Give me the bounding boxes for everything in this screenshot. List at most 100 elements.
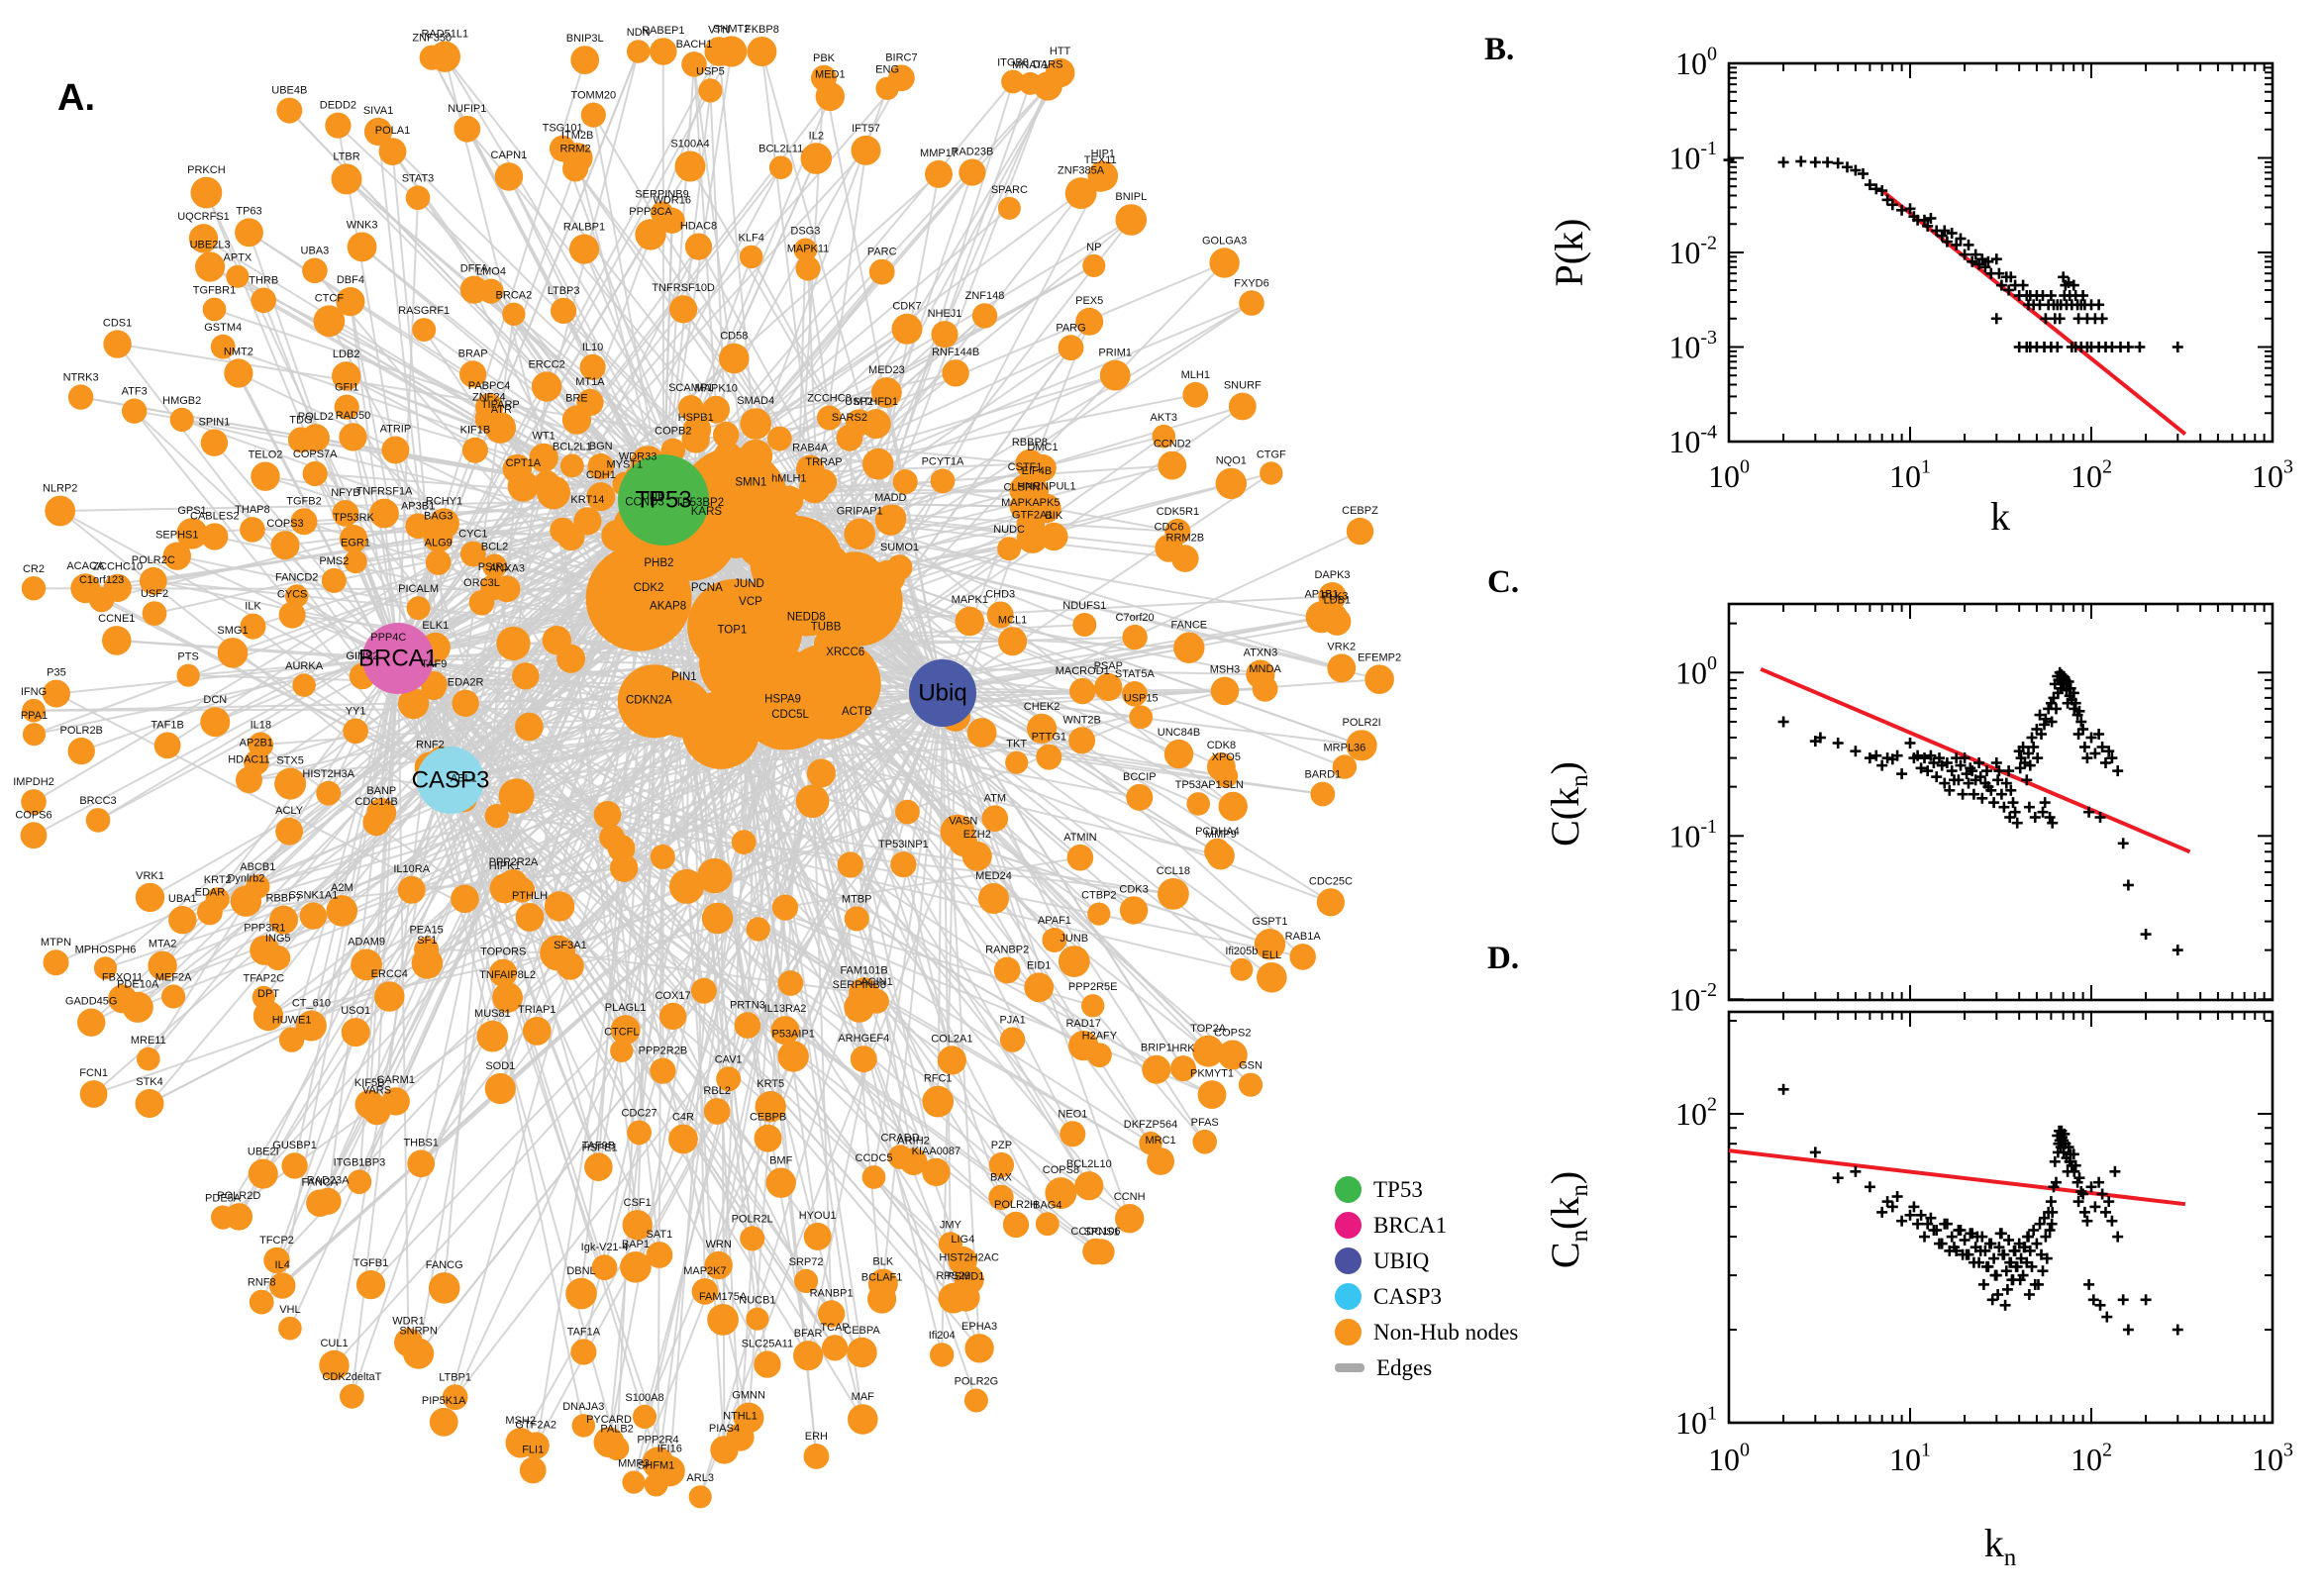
network-node bbox=[45, 495, 76, 527]
network-node bbox=[993, 956, 1021, 984]
plot-frame bbox=[1727, 61, 2274, 444]
network-node-label: MACROD1 bbox=[1056, 665, 1110, 677]
network-node bbox=[79, 1080, 108, 1108]
network-node bbox=[135, 882, 165, 913]
network-node bbox=[1214, 764, 1239, 788]
network-node bbox=[468, 589, 495, 616]
network-node-label: HMGB2 bbox=[162, 395, 201, 407]
legend-item-edges: Edges bbox=[1335, 1354, 1518, 1381]
network-node bbox=[1016, 510, 1046, 539]
network-node bbox=[795, 784, 830, 818]
network-node-label: RABEP1 bbox=[642, 25, 684, 37]
network-node bbox=[1129, 705, 1154, 730]
network-node-label: CEBPB bbox=[750, 1112, 786, 1124]
network-node-label: ELL bbox=[1262, 949, 1282, 961]
network-node-label: HYOU1 bbox=[799, 1210, 837, 1222]
network-node bbox=[1122, 624, 1148, 650]
network-node bbox=[568, 234, 600, 264]
legend-item-tp53: TP53 bbox=[1335, 1176, 1518, 1203]
network-node-label: PRKCH bbox=[187, 164, 226, 176]
network-node-label: PCYT1A bbox=[922, 456, 964, 468]
network-node bbox=[1042, 928, 1067, 952]
network-node-label: COPS2 bbox=[1214, 1027, 1251, 1039]
network-node-label: RASGRF1 bbox=[398, 305, 450, 317]
network-node-label: MT1A bbox=[575, 376, 605, 388]
network-node bbox=[21, 576, 47, 601]
x-axis-title: kn bbox=[1984, 1521, 2017, 1571]
network-node-label: ABCB1 bbox=[240, 861, 275, 873]
network-node-label: APAF1 bbox=[1038, 915, 1071, 927]
network-node bbox=[403, 1338, 435, 1369]
network-node-label: STX5 bbox=[276, 755, 304, 767]
legend-item-label: UBIQ bbox=[1373, 1247, 1430, 1273]
network-node-label: CAPN1 bbox=[491, 150, 528, 161]
network-node bbox=[718, 523, 755, 558]
network-node-label: DEDD2 bbox=[320, 100, 356, 112]
network-node-label: PDE5A bbox=[205, 1193, 242, 1205]
network-node bbox=[148, 950, 177, 980]
network-node-label: GOLGA3 bbox=[1202, 235, 1247, 247]
network-node bbox=[1152, 424, 1176, 449]
network-node-label: H2AFY bbox=[1082, 1030, 1118, 1042]
network-node bbox=[650, 1057, 676, 1084]
network-node bbox=[226, 264, 250, 288]
network-node-label: NTRK3 bbox=[63, 372, 99, 384]
network-node bbox=[108, 984, 138, 1014]
network-node-label: MED24 bbox=[975, 870, 1012, 882]
network-node bbox=[429, 508, 459, 540]
network-node bbox=[635, 219, 666, 250]
network-node bbox=[988, 1184, 1014, 1211]
network-node-label: ATXN3 bbox=[1244, 648, 1278, 659]
network-node-label: EDA2R bbox=[448, 677, 484, 689]
network-node-label: PABPC4 bbox=[468, 380, 511, 392]
network-node-label: ARHGEF4 bbox=[838, 1033, 889, 1045]
network-node-label: MADD bbox=[874, 492, 906, 504]
network-node-label: NDUFS1 bbox=[1062, 600, 1106, 612]
network-node-label: RNF8 bbox=[248, 1277, 276, 1289]
network-node-label: SMG1 bbox=[217, 625, 248, 637]
network-node-label: LTBR bbox=[333, 150, 359, 162]
network-node-label: UBE2L3 bbox=[190, 239, 231, 250]
network-node-label: POLR2I bbox=[1343, 717, 1381, 729]
network-node-label: CCL18 bbox=[1157, 865, 1190, 877]
network-node-label: TP63 bbox=[236, 205, 261, 217]
network-node-label: CHEK2 bbox=[1024, 701, 1060, 713]
network-node-label: EIF4B bbox=[1022, 465, 1053, 477]
network-node bbox=[316, 780, 342, 806]
network-node bbox=[793, 1341, 824, 1371]
network-node bbox=[201, 523, 229, 550]
network-node bbox=[496, 626, 531, 661]
network-node-label: KARS bbox=[691, 506, 723, 518]
network-node-label: NTHL1 bbox=[723, 1411, 758, 1423]
network-node bbox=[731, 830, 757, 854]
network-node-label: GTF2A1 bbox=[1012, 509, 1054, 521]
network-node-label: POLR2H bbox=[994, 1199, 1038, 1211]
network-node-label: BCL2L1 bbox=[553, 442, 592, 453]
network-node bbox=[654, 1455, 685, 1487]
network-node-label: EGR1 bbox=[341, 538, 370, 549]
network-node-label: ITGB8 bbox=[997, 57, 1029, 69]
network-node-label: CT_610 bbox=[292, 998, 331, 1010]
network-node-label: ACIN1 bbox=[860, 976, 892, 988]
network-node-label: USF2 bbox=[141, 588, 168, 600]
network-node bbox=[669, 868, 704, 904]
network-node bbox=[1018, 71, 1042, 95]
network-node bbox=[103, 573, 132, 603]
network-node-label: PPP4C bbox=[370, 632, 406, 644]
network-node bbox=[1327, 653, 1357, 683]
network-node bbox=[754, 1124, 782, 1152]
network-node-label: HNRNPUL1 bbox=[1017, 481, 1075, 493]
y-tick-label: 100 bbox=[1675, 44, 1717, 81]
network-node-label: IMPDH2 bbox=[13, 776, 54, 788]
network-node-label: TFCP2 bbox=[259, 1235, 294, 1247]
network-node bbox=[1230, 957, 1254, 981]
network-node-label: BLK bbox=[872, 1256, 893, 1268]
network-node bbox=[459, 275, 488, 304]
network-node-label: HSPA9 bbox=[764, 693, 801, 705]
network-node bbox=[888, 64, 915, 92]
network-node-label: PPP2R5E bbox=[1068, 981, 1118, 993]
network-node-label: CDC6 bbox=[1155, 522, 1184, 534]
network-node-label: SMAD4 bbox=[737, 395, 774, 407]
network-node bbox=[407, 1149, 436, 1178]
network-node bbox=[570, 46, 600, 74]
